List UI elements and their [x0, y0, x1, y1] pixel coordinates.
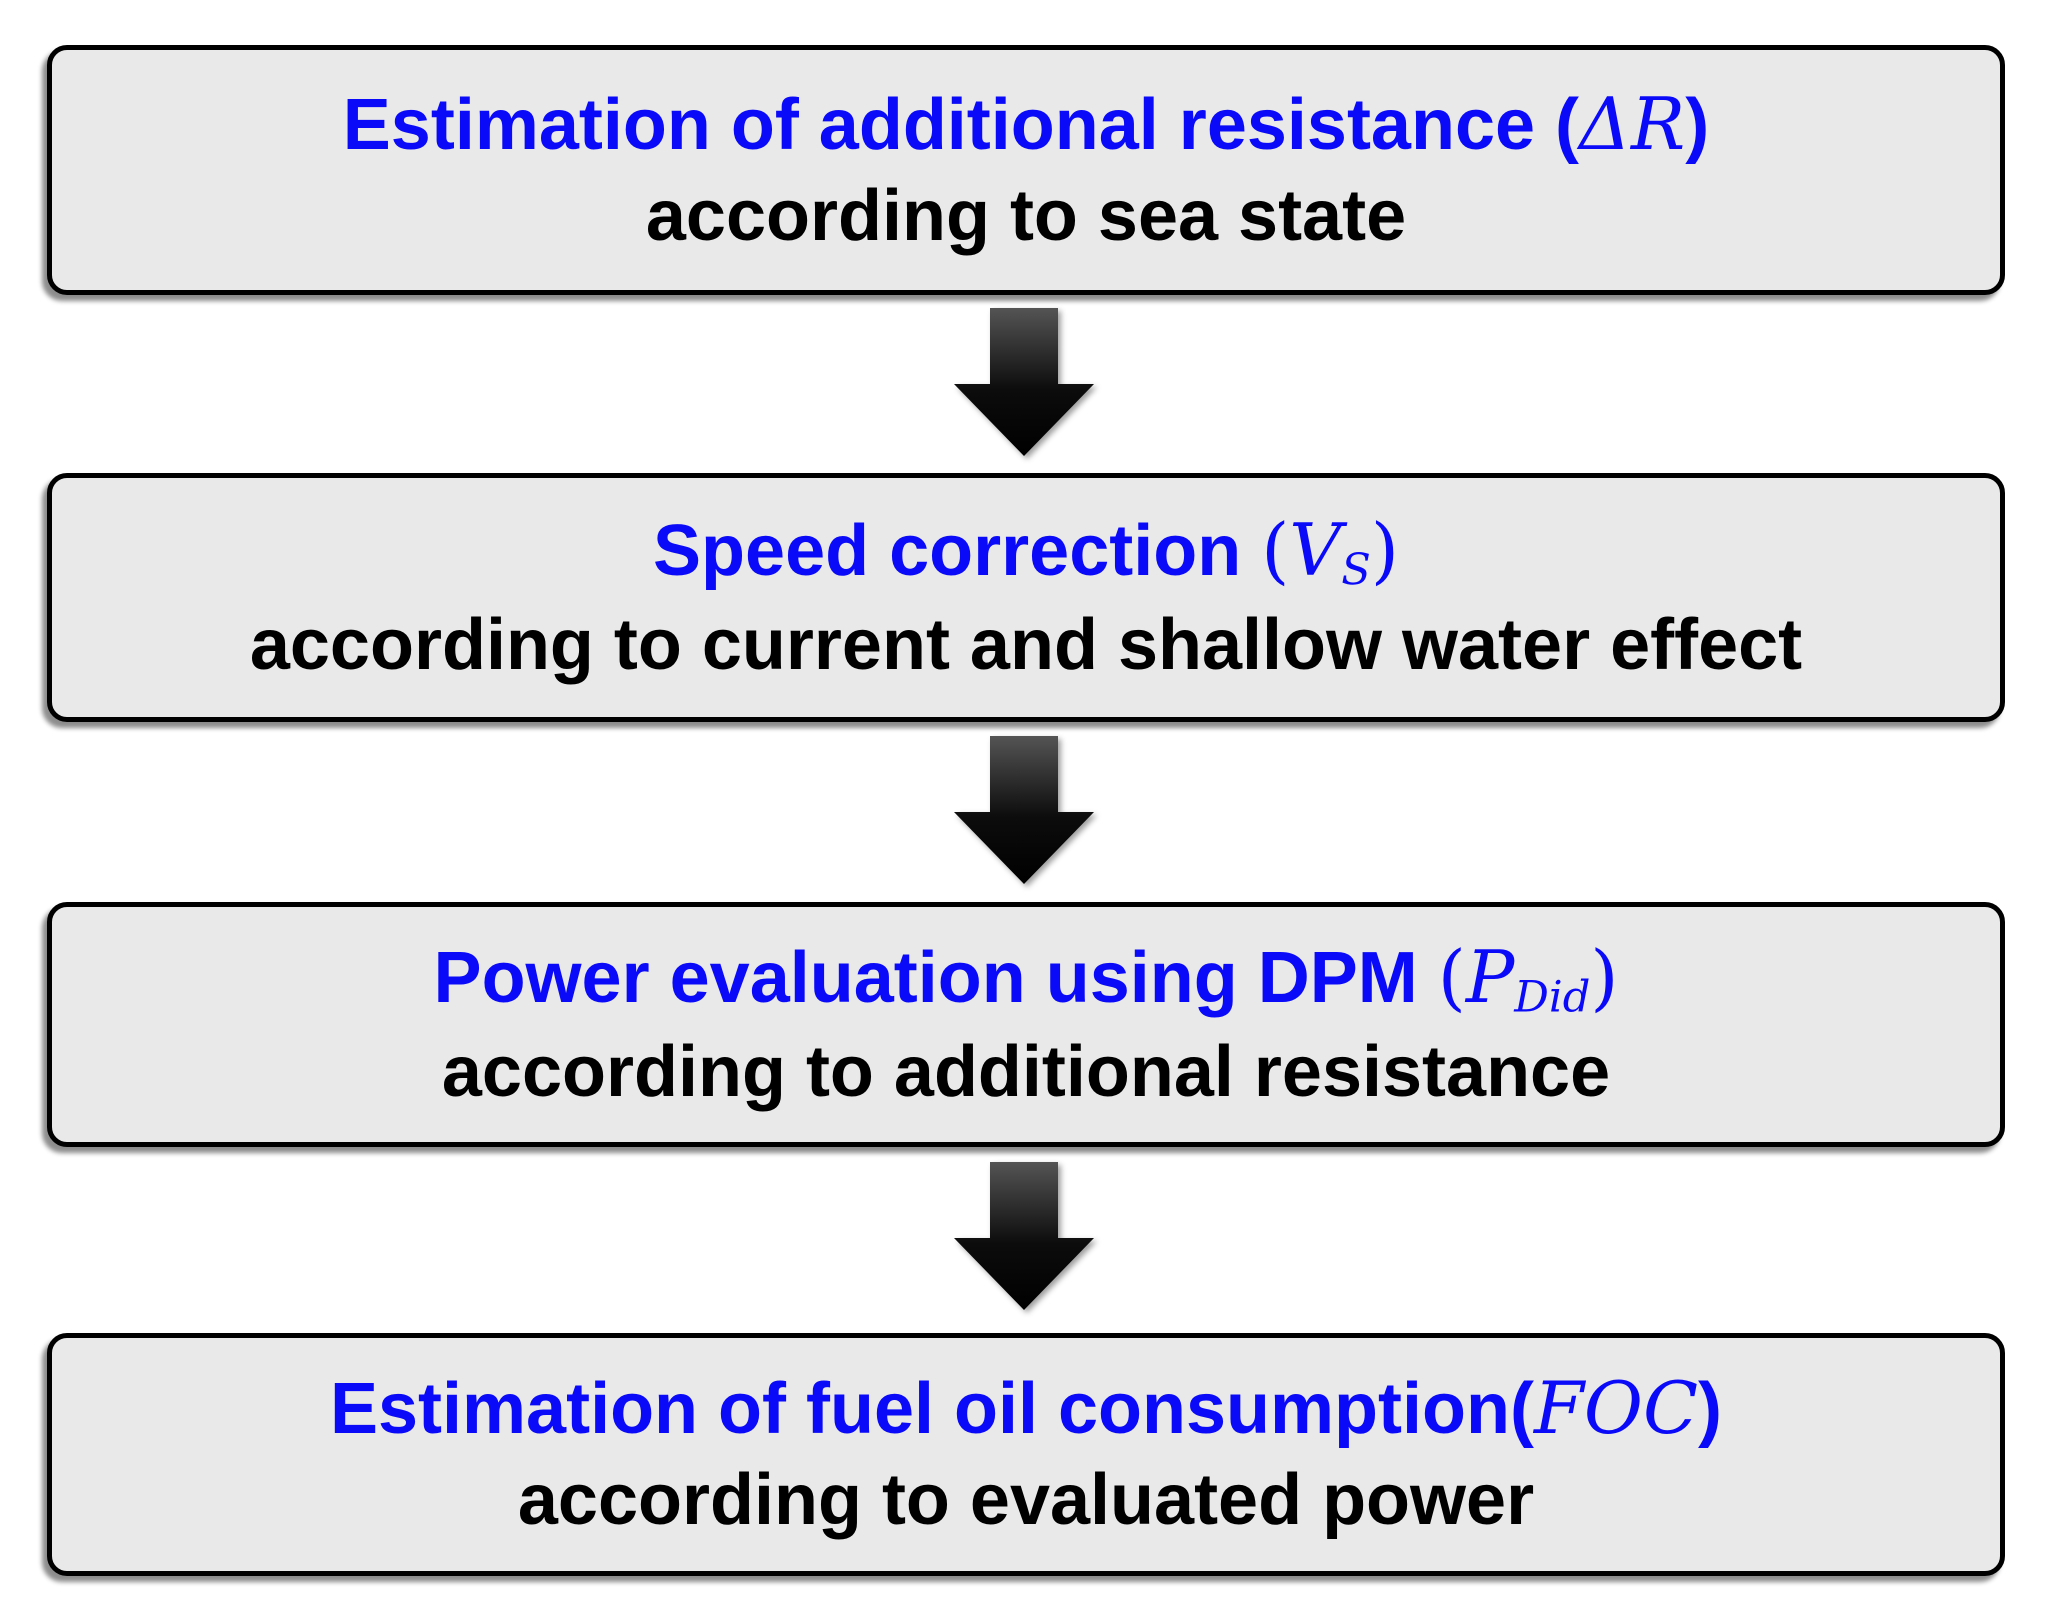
title-segment: ) [1370, 507, 1399, 592]
box-title: Power evaluation using DPM (PDid) [433, 934, 1619, 1023]
title-segment: ) [1685, 84, 1710, 165]
box-title: Speed correction (VS) [653, 507, 1399, 596]
title-segment: Estimation of fuel oil consumption( [329, 1369, 1534, 1450]
box-subtitle: according to additional resistance [441, 1031, 1611, 1112]
title-segment: ( [1437, 934, 1466, 1019]
title-segment: Estimation of additional resistance ( [342, 84, 1580, 165]
title-segment: V [1289, 507, 1342, 592]
flow-box-speed-correction: Speed correction (VS) according to curre… [47, 473, 2005, 722]
flow-box-additional-resistance: Estimation of additional resistance (ΔR)… [47, 45, 2005, 295]
down-arrow-icon [954, 736, 1094, 884]
title-segment: Speed correction [653, 510, 1262, 591]
box-subtitle: according to sea state [645, 175, 1407, 256]
flow-box-fuel-oil-consumption: Estimation of fuel oil consumption(FOC) … [47, 1333, 2005, 1576]
title-segment: ΔR [1579, 81, 1686, 166]
title-segment: P [1465, 934, 1515, 1019]
title-segment: FOC [1533, 1366, 1699, 1451]
title-segment: Did [1514, 972, 1591, 1023]
title-segment: S [1341, 545, 1371, 596]
title-segment: Power evaluation using DPM [433, 937, 1438, 1018]
flow-box-power-evaluation: Power evaluation using DPM (PDid) accord… [47, 902, 2005, 1147]
down-arrow-icon [954, 308, 1094, 456]
box-title: Estimation of additional resistance (ΔR) [342, 81, 1710, 167]
box-subtitle: according to current and shallow water e… [249, 604, 1803, 685]
title-segment: ( [1261, 507, 1290, 592]
down-arrow-icon [954, 1162, 1094, 1310]
box-subtitle: according to evaluated power [517, 1460, 1535, 1540]
title-segment: ) [1698, 1369, 1723, 1450]
title-segment: ) [1590, 934, 1619, 1019]
box-title: Estimation of fuel oil consumption(FOC) [330, 1367, 1722, 1451]
